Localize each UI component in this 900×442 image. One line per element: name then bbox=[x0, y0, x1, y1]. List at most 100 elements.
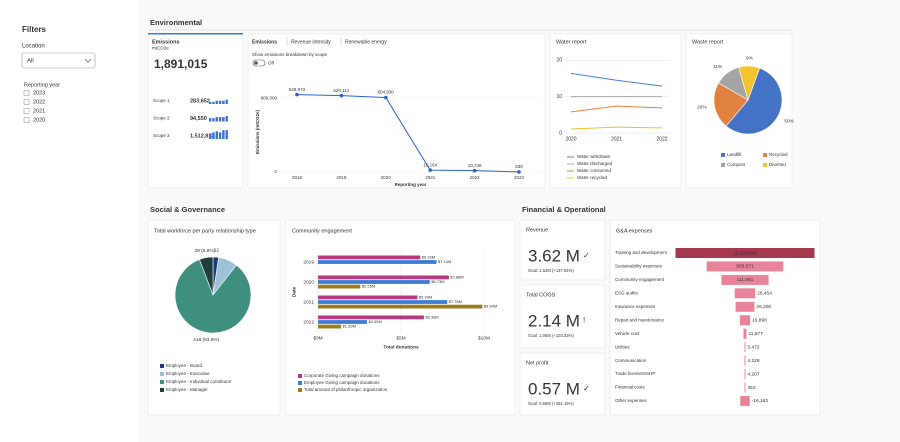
data-label: 604,930 bbox=[378, 90, 395, 95]
legend-label: Water consumed bbox=[577, 168, 611, 173]
data-label: 418 (83.6%) bbox=[193, 337, 220, 343]
scope-value: 94,550 bbox=[190, 116, 207, 122]
line bbox=[570, 72, 663, 87]
trend-bar bbox=[212, 132, 215, 139]
bar bbox=[318, 315, 424, 320]
dropdown-value[interactable]: All bbox=[27, 59, 34, 65]
funnel-bar bbox=[740, 395, 750, 406]
data-label: 620,112 bbox=[333, 88, 349, 93]
x-tick-label: 2019 bbox=[336, 175, 347, 180]
pie-slice bbox=[725, 67, 783, 135]
checkbox[interactable] bbox=[23, 99, 30, 105]
tab[interactable]: Renewable energy bbox=[345, 39, 387, 45]
legend-swatch bbox=[160, 380, 164, 384]
kpi-title: Total COGS bbox=[526, 292, 556, 298]
legend-label: Employee - Executive bbox=[166, 371, 210, 376]
kpi-title: Revenue bbox=[526, 227, 548, 233]
card-title: G&A expenses bbox=[616, 228, 653, 234]
y-tick-label: 2020 bbox=[303, 279, 314, 285]
dropdown-chevron bbox=[84, 58, 92, 63]
data-label: 503,571 bbox=[736, 264, 754, 270]
bar bbox=[318, 275, 449, 280]
category-label: Sustainability expenses bbox=[615, 264, 663, 269]
toggle-label: Show emissions breakdown by scope bbox=[252, 52, 328, 57]
funnel-bar bbox=[706, 261, 784, 272]
category-label: ESG audits bbox=[615, 291, 639, 296]
data-label: 29 (5.8%) bbox=[194, 248, 215, 254]
year-option[interactable]: 2020 bbox=[33, 117, 45, 123]
pie-slice bbox=[738, 65, 761, 101]
data-label: 15,164 bbox=[423, 162, 437, 167]
line bbox=[570, 126, 663, 130]
x-tick-label: 2021 bbox=[425, 175, 436, 180]
bar bbox=[318, 320, 367, 324]
legend-label: Compost bbox=[727, 162, 746, 167]
legend-label: Recycled bbox=[769, 152, 788, 157]
year-option[interactable]: 2023 bbox=[33, 90, 45, 96]
tab[interactable]: Revenue intensity bbox=[291, 39, 331, 45]
funnel-bar bbox=[675, 248, 815, 258]
filters-title: Filters bbox=[22, 25, 47, 34]
data-label: 20% bbox=[697, 105, 707, 111]
legend-label: Corporate Giving campaign donations bbox=[304, 373, 380, 378]
legend-label: Total amount of philanthropic organizati… bbox=[304, 387, 388, 392]
data-label: $7.14M bbox=[438, 259, 451, 264]
category-label: Repair and maintenance bbox=[615, 317, 665, 322]
checkbox[interactable] bbox=[23, 117, 30, 123]
pie-slice bbox=[199, 256, 214, 296]
marker bbox=[428, 168, 433, 172]
data-label: 11,677 bbox=[749, 331, 764, 337]
y-tick-label: 2019 bbox=[303, 259, 314, 265]
y-tick-label: 600,000 bbox=[261, 95, 278, 100]
legend-label: Employee - Individual contributor bbox=[166, 379, 232, 384]
dropdown[interactable] bbox=[21, 52, 96, 69]
kpi-goal: Goal: 0.55M (+261.15%) bbox=[528, 401, 574, 406]
card-title: Waste report bbox=[692, 39, 724, 45]
trend-bar bbox=[218, 100, 222, 104]
trend-bar bbox=[225, 116, 228, 122]
legend-label: Employee - Manager bbox=[166, 387, 208, 392]
legend-swatch bbox=[763, 163, 767, 167]
tab[interactable]: Emissions bbox=[252, 39, 277, 45]
bar bbox=[318, 304, 483, 309]
year-option[interactable]: 2021 bbox=[33, 108, 45, 114]
x-tick-label: $10M bbox=[478, 335, 490, 341]
line bbox=[570, 105, 663, 113]
data-label: 530 bbox=[515, 164, 523, 169]
filter-panel bbox=[0, 0, 138, 442]
toggle-state: Off bbox=[268, 61, 275, 66]
bar bbox=[318, 260, 437, 264]
legend-label: Employee - Board bbox=[166, 363, 203, 368]
card-title: Water report bbox=[556, 39, 587, 45]
data-label: -16,163 bbox=[752, 398, 769, 404]
legend-swatch bbox=[763, 153, 767, 157]
data-label: 11% bbox=[713, 64, 723, 70]
card-title: Total workforce per party relationship t… bbox=[154, 228, 256, 234]
y-tick-label: 0 bbox=[559, 130, 562, 136]
data-label: 16,898 bbox=[752, 318, 767, 324]
data-label: 353 bbox=[748, 385, 756, 391]
trend-bar bbox=[225, 130, 228, 139]
checkbox[interactable] bbox=[23, 108, 30, 114]
category-label: Vehicle cost bbox=[615, 331, 640, 336]
card bbox=[247, 33, 546, 189]
year-option[interactable]: 2022 bbox=[33, 99, 45, 105]
x-tick-label: $0M bbox=[313, 335, 322, 341]
bar bbox=[318, 324, 342, 329]
legend-swatch bbox=[721, 153, 725, 157]
scope-value: 283,652 bbox=[190, 98, 210, 104]
trend-bar bbox=[215, 131, 218, 139]
data-label: 5,472 bbox=[748, 344, 760, 350]
x-tick-label: $5M bbox=[396, 335, 405, 341]
bar bbox=[318, 300, 448, 304]
category-label: Insurance expenses bbox=[615, 304, 656, 309]
category-label: Other expenses bbox=[615, 398, 648, 403]
data-label: 9% bbox=[746, 55, 754, 61]
marker bbox=[472, 168, 477, 173]
toggle-knob bbox=[254, 61, 258, 65]
data-label: $7.78M bbox=[449, 299, 462, 304]
x-tick-label: 2022 bbox=[656, 136, 667, 142]
scope-name: Scope 3 bbox=[153, 133, 170, 138]
checkbox[interactable] bbox=[23, 90, 30, 96]
